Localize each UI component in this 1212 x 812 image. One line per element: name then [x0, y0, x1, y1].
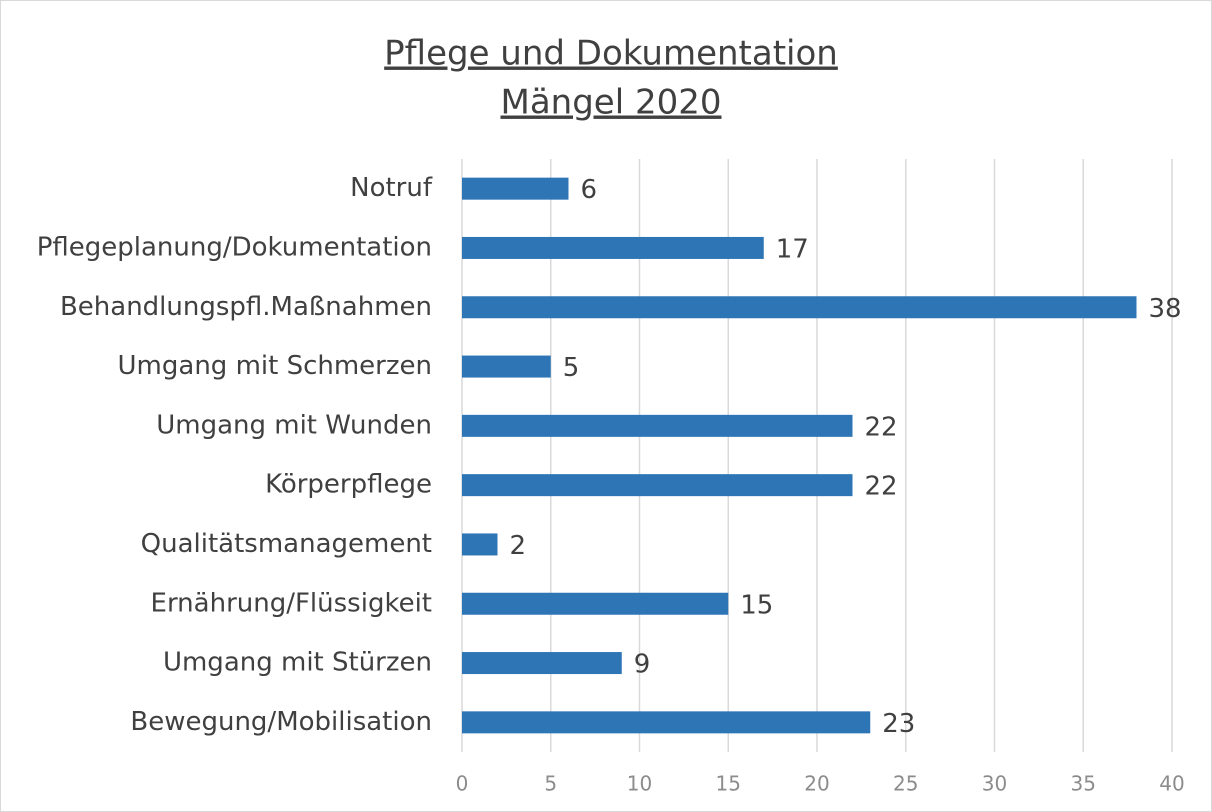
y-tick-label: Behandlungspfl.Maßnahmen: [60, 292, 432, 322]
chart-subtitle: Mängel 2020: [501, 83, 722, 123]
x-tick-label: 5: [544, 772, 557, 796]
y-tick-label: Umgang mit Stürzen: [163, 648, 432, 678]
data-label: 22: [865, 472, 898, 502]
chart-title: Pflege und Dokumentation: [384, 34, 838, 74]
bar: [462, 414, 853, 437]
bar: [462, 296, 1137, 319]
data-label: 6: [581, 175, 598, 205]
data-label: 22: [865, 412, 898, 442]
bar: [462, 711, 871, 734]
x-tick-label: 15: [716, 772, 741, 796]
x-tick-label: 40: [1159, 772, 1184, 796]
x-tick-label: 30: [982, 772, 1007, 796]
y-tick-label: Qualitätsmanagement: [141, 529, 432, 559]
data-label: 9: [634, 650, 651, 680]
data-label: 23: [882, 709, 915, 739]
y-tick-label: Umgang mit Wunden: [156, 410, 432, 440]
bar: [462, 533, 498, 556]
y-tick-label: Umgang mit Schmerzen: [118, 351, 432, 381]
y-tick-label: Körperpflege: [265, 470, 432, 500]
data-label: 5: [563, 353, 580, 383]
bar: [462, 236, 764, 259]
y-tick-label: Notruf: [350, 173, 433, 203]
x-tick-label: 20: [804, 772, 829, 796]
bar: [462, 592, 729, 615]
bar: [462, 652, 622, 675]
bar: [462, 177, 569, 200]
y-tick-label: Bewegung/Mobilisation: [130, 707, 432, 737]
y-tick-label: Pflegeplanung/Dokumentation: [37, 232, 432, 262]
bar: [462, 355, 551, 378]
x-tick-label: 0: [456, 772, 469, 796]
data-label: 17: [776, 234, 809, 264]
x-tick-label: 25: [893, 772, 918, 796]
x-tick-label: 10: [627, 772, 652, 796]
bar: [462, 474, 853, 497]
data-label: 15: [740, 590, 773, 620]
data-label: 2: [510, 531, 527, 561]
data-label: 38: [1149, 294, 1182, 324]
x-tick-label: 35: [1071, 772, 1096, 796]
y-tick-label: Ernährung/Flüssigkeit: [151, 588, 432, 618]
